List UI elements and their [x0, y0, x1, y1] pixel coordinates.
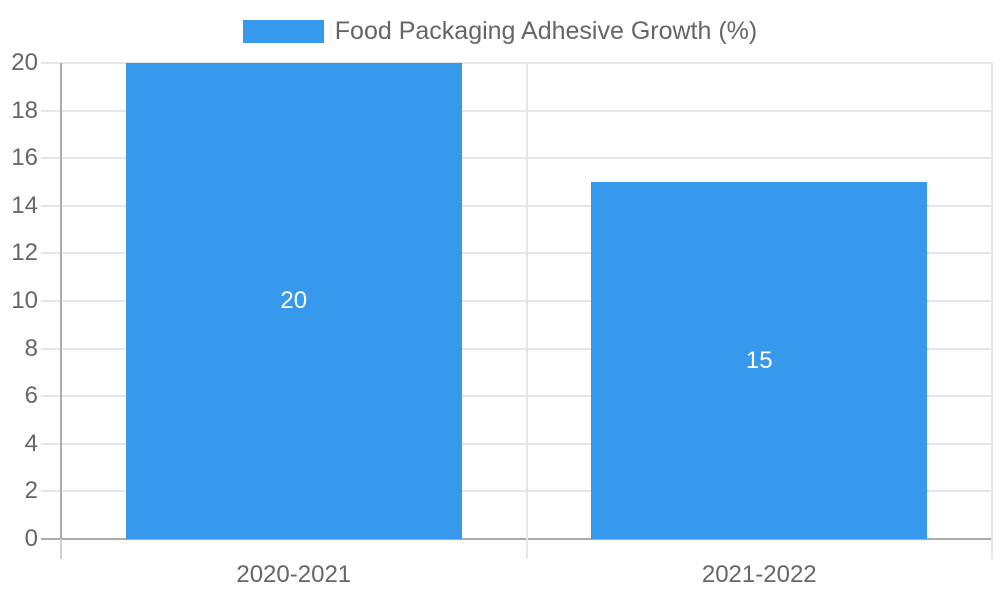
y-axis-tick-label: 8 — [24, 334, 38, 362]
y-gridline — [41, 157, 992, 160]
y-gridline — [41, 204, 992, 207]
y-axis-tick-label: 20 — [11, 49, 38, 76]
y-gridline — [41, 62, 992, 64]
y-axis-tick-label: 4 — [24, 429, 38, 457]
legend[interactable]: Food Packaging Adhesive Growth (%) — [0, 19, 1000, 44]
x-gridline — [991, 63, 993, 559]
y-axis-tick-label: 2 — [24, 477, 38, 505]
y-axis-tick-label: 12 — [11, 239, 38, 267]
bar-value-label: 15 — [745, 346, 773, 374]
legend-swatch-icon — [242, 20, 324, 43]
y-axis-tick-label: 10 — [11, 287, 38, 314]
bar[interactable] — [125, 63, 462, 539]
x-axis-tick-mark — [60, 539, 62, 559]
bar[interactable] — [591, 182, 928, 539]
y-axis-line — [60, 63, 62, 539]
x-axis-category-label: 2021-2022 — [701, 561, 817, 588]
y-axis-tick-label: 0 — [24, 525, 38, 552]
y-gridline — [41, 347, 992, 350]
y-gridline — [41, 490, 992, 493]
y-gridline — [41, 300, 992, 302]
y-gridline — [41, 395, 992, 398]
y-gridline — [41, 252, 992, 255]
y-axis-tick-label: 16 — [11, 144, 38, 172]
y-axis-tick-label: 18 — [11, 96, 38, 124]
bar-value-label: 20 — [280, 287, 308, 314]
legend-label: Food Packaging Adhesive Growth (%) — [334, 17, 758, 45]
x-axis-baseline — [41, 538, 992, 540]
y-gridline — [41, 442, 992, 445]
x-gridline — [525, 63, 528, 559]
y-axis-tick-label: 6 — [24, 382, 38, 410]
x-axis-category-label: 2020-2021 — [236, 561, 352, 588]
y-gridline — [41, 109, 992, 112]
y-axis-tick-label: 14 — [11, 191, 38, 219]
